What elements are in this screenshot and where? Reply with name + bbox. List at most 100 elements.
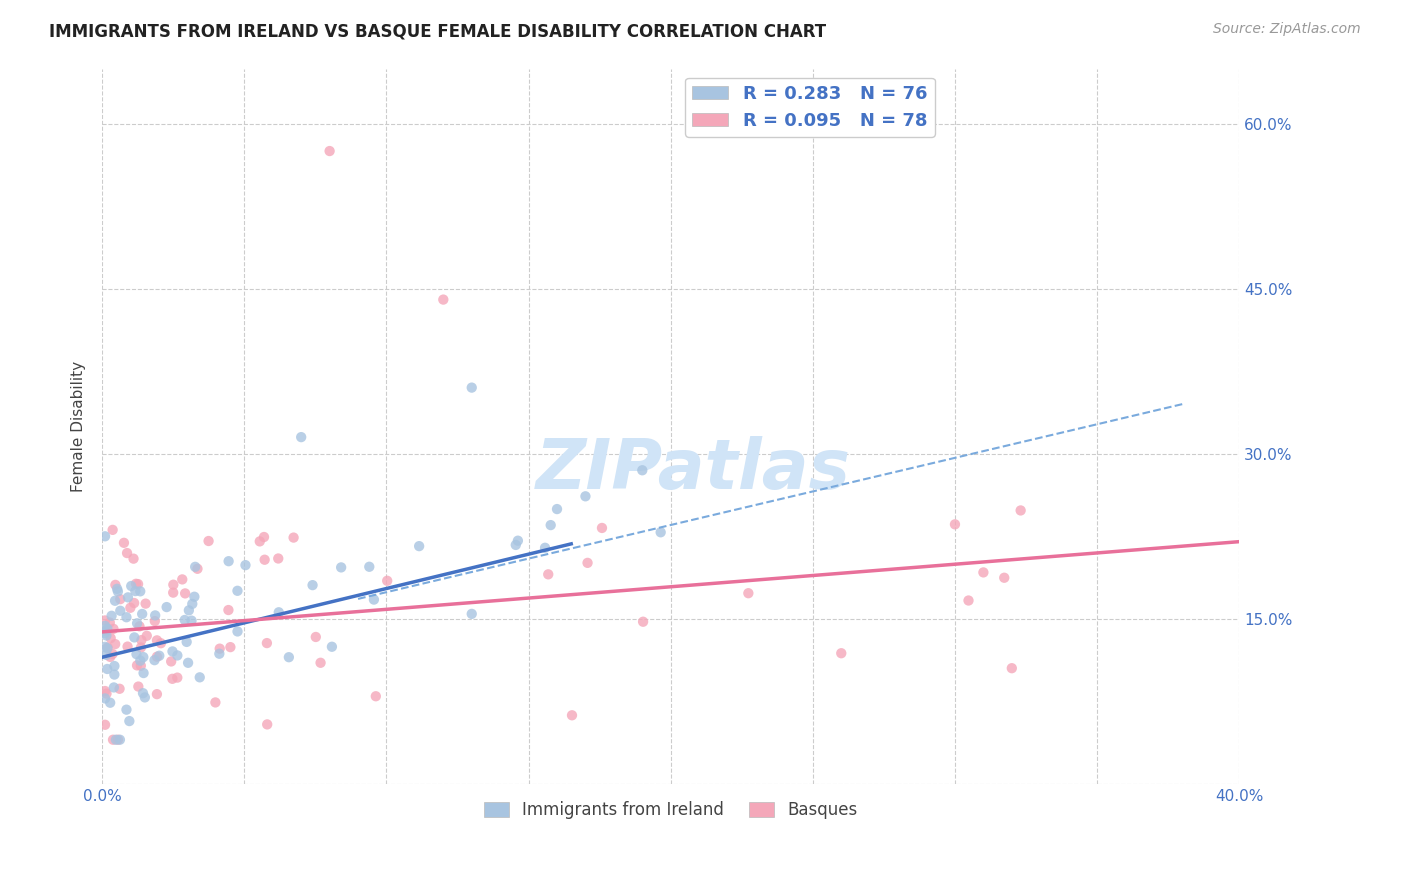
Point	[129, 584, 152, 599]
Point	[129, 658, 152, 673]
Point	[127, 680, 149, 694]
Text: Source: ZipAtlas.com: Source: ZipAtlas.com	[1213, 22, 1361, 37]
Point	[166, 671, 188, 685]
Point	[561, 708, 583, 723]
Point	[217, 603, 239, 617]
Point	[173, 613, 195, 627]
Point	[188, 670, 211, 684]
Point	[104, 593, 127, 607]
Point	[208, 647, 231, 661]
Point	[117, 640, 139, 654]
Point	[146, 649, 169, 664]
Point	[1010, 503, 1032, 517]
Point	[96, 622, 118, 636]
Point	[162, 578, 184, 592]
Point	[283, 531, 305, 545]
Point	[125, 576, 148, 591]
Point	[359, 559, 381, 574]
Point	[129, 640, 152, 655]
Point	[124, 631, 146, 645]
Point	[94, 614, 117, 628]
Point	[143, 608, 166, 623]
Point	[235, 558, 257, 573]
Point	[98, 696, 121, 710]
Point	[100, 608, 122, 623]
Point	[305, 630, 328, 644]
Point	[183, 590, 205, 604]
Point	[177, 603, 200, 617]
Point	[101, 732, 124, 747]
Point	[505, 538, 527, 552]
Point	[97, 640, 120, 655]
Point	[174, 586, 197, 600]
Y-axis label: Female Disability: Female Disability	[72, 360, 86, 491]
Point	[132, 686, 155, 700]
Point	[534, 541, 557, 555]
Point	[318, 144, 340, 158]
Point	[94, 718, 117, 732]
Point	[103, 659, 125, 673]
Point	[576, 556, 599, 570]
Point	[156, 600, 179, 615]
Point	[208, 641, 231, 656]
Point	[128, 619, 150, 633]
Point	[100, 631, 122, 645]
Point	[101, 523, 124, 537]
Point	[162, 644, 184, 658]
Point	[631, 615, 654, 629]
Point	[363, 592, 385, 607]
Point	[574, 489, 596, 503]
Point	[253, 530, 276, 544]
Point	[506, 533, 529, 548]
Point	[103, 681, 125, 695]
Point	[143, 614, 166, 628]
Point	[96, 687, 118, 701]
Point	[94, 691, 117, 706]
Point	[461, 607, 484, 621]
Point	[186, 562, 208, 576]
Point	[103, 622, 125, 636]
Point	[104, 732, 127, 747]
Point	[277, 650, 299, 665]
Point	[180, 614, 202, 628]
Point	[197, 534, 219, 549]
Point	[94, 529, 117, 543]
Point	[166, 648, 188, 663]
Point	[146, 687, 169, 701]
Point	[112, 536, 135, 550]
Point	[124, 584, 146, 599]
Point	[943, 517, 966, 532]
Point	[134, 690, 156, 705]
Point	[96, 641, 118, 656]
Point	[127, 577, 149, 591]
Point	[108, 681, 131, 696]
Point	[830, 646, 852, 660]
Point	[118, 714, 141, 728]
Point	[98, 615, 121, 630]
Point	[98, 649, 121, 664]
Point	[125, 616, 148, 631]
Point	[321, 640, 343, 654]
Point	[1001, 661, 1024, 675]
Point	[101, 647, 124, 661]
Point	[993, 571, 1015, 585]
Point	[104, 637, 127, 651]
Point	[149, 636, 172, 650]
Point	[176, 635, 198, 649]
Point	[301, 578, 323, 592]
Point	[546, 502, 568, 516]
Point	[94, 626, 117, 640]
Point	[309, 656, 332, 670]
Point	[537, 567, 560, 582]
Point	[184, 559, 207, 574]
Point	[117, 591, 139, 605]
Point	[107, 732, 129, 747]
Point	[218, 554, 240, 568]
Point	[256, 636, 278, 650]
Point	[408, 539, 430, 553]
Point	[108, 732, 131, 747]
Point	[131, 633, 153, 648]
Point	[110, 604, 132, 618]
Point	[94, 619, 117, 633]
Point	[226, 583, 249, 598]
